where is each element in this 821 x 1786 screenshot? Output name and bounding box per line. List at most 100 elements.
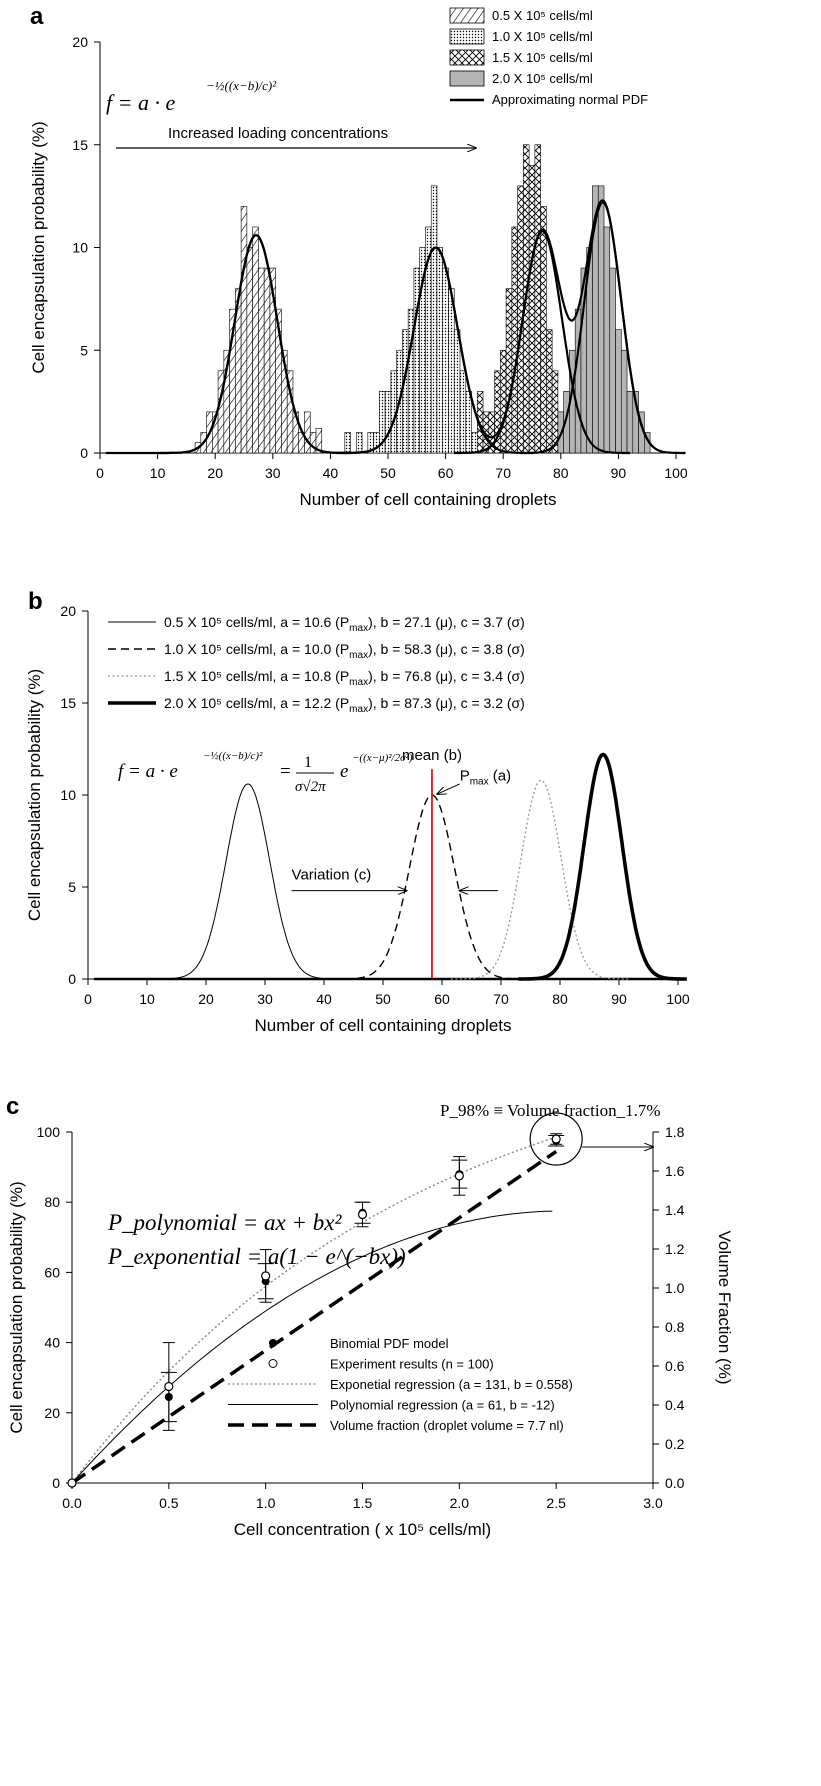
increase-arrow-label: Increased loading concentrations [168, 125, 388, 142]
y-axis-label: Cell encapsulation probability (%) [25, 669, 44, 921]
y2-tick-label: 1.0 [665, 1280, 685, 1296]
x-tick-label: 40 [316, 991, 332, 1007]
histogram-bar [344, 432, 351, 454]
x-tick-label: 40 [323, 465, 339, 481]
y-axis-label: Cell encapsulation probability (%) [29, 121, 48, 373]
y-tick-label: 15 [72, 137, 88, 153]
chart-c: c 0.0 0.5 1.0 1.5 2.0 2.5 3.0 0 20 40 60 80 100 Cell c… [6, 1093, 734, 1539]
histogram-bar [309, 432, 317, 454]
x-tick-label: 80 [553, 465, 569, 481]
x-tick-label: 50 [380, 465, 396, 481]
legend-c: Binomial PDF model Experiment results (n … [228, 1336, 573, 1433]
y-tick-label: 5 [80, 342, 88, 358]
x-axis-label: Number of cell containing droplets [299, 490, 556, 509]
y-tick-label: 0 [52, 1475, 60, 1491]
x-tick-label: 0 [96, 465, 104, 481]
y-tick-label: 10 [72, 240, 88, 256]
legend-swatch [449, 7, 485, 24]
x-axis-label: Cell concentration ( x 10⁵ cells/ml) [234, 1520, 491, 1539]
histogram-bar [511, 226, 518, 454]
y2-axis-label: Volume Fraction (%) [715, 1231, 734, 1385]
y-tick-label: 5 [68, 879, 76, 895]
histogram-bar [315, 428, 323, 454]
experiment-result-point [357, 1209, 368, 1220]
x-tick-label: 0.0 [62, 1495, 82, 1511]
x-tick-label: 100 [666, 991, 690, 1007]
x-tick-label: 20 [207, 465, 223, 481]
x-tick-label: 50 [375, 991, 391, 1007]
y-tick-label: 80 [44, 1194, 60, 1210]
y2-tick-label: 1.6 [665, 1163, 685, 1179]
formula-b-exp2: −((x−μ)²/2σ²) [352, 752, 413, 764]
legend-marker [268, 1359, 278, 1368]
y-tick-label: 20 [72, 34, 88, 50]
normal-pdf-curve-3 [454, 229, 630, 455]
histogram-bar [471, 432, 478, 454]
y-tick-label: 100 [37, 1124, 61, 1140]
histogram-series-2 [344, 185, 478, 454]
histogram-bar [453, 329, 461, 454]
y-tick-label: 60 [44, 1264, 60, 1280]
legend-label: Approximating normal PDF [492, 92, 648, 107]
formula-a: f = a · e −½((x−b)/c)² [106, 78, 277, 115]
experiment-result-point [261, 1271, 271, 1281]
x-tick-label: 100 [664, 465, 688, 481]
panel-a: a 0 10 20 30 40 50 60 70 80 90 100 0 5 10 15 20 Number of… [0, 0, 821, 585]
histogram-bar [448, 288, 455, 454]
plot-area-a: a 0 10 20 30 40 50 60 70 80 90 100 0 5 10 15 20 Number of… [29, 3, 688, 509]
histogram-bar [240, 206, 248, 454]
formula-a-main: f = a · e [106, 90, 175, 115]
histogram-bar [615, 329, 622, 454]
x-tick-label: 60 [434, 991, 450, 1007]
normal-pdf-curve-1 [160, 234, 352, 455]
legend-label: Volume fraction (droplet volume = 7.7 nl… [330, 1418, 564, 1433]
pdf-curve-1 [149, 783, 346, 980]
legend-label: 2.0 X 10⁵ cells/ml, a = 12.2 (Pmax), b =… [164, 695, 525, 715]
x-tick-label: 70 [493, 991, 509, 1007]
formula-b-exp: −½((x−b)/c)² [203, 750, 263, 762]
y-tick-label: 10 [60, 787, 76, 803]
y-tick-label: 0 [68, 971, 76, 987]
x-tick-label: 30 [257, 991, 273, 1007]
panel-label-b: b [28, 588, 43, 615]
histogram-bar [442, 267, 449, 454]
legend-a: 0.5 X 10⁵ cells/ml 1.0 X 10⁵ cells/ml 1.5 … [449, 7, 648, 107]
histogram-bar [540, 206, 547, 454]
histogram-bar [356, 432, 363, 454]
legend-label: Exponetial regression (a = 131, b = 0.55… [330, 1377, 573, 1392]
x-tick-label: 10 [139, 991, 155, 1007]
x-tick-label: 90 [611, 991, 627, 1007]
y2-tick-label: 1.8 [665, 1124, 685, 1140]
exponential-regression-curve [71, 1137, 553, 1484]
y-axis-label: Cell encapsulation probability (%) [7, 1181, 26, 1433]
normal-pdf-curve-4 [519, 201, 686, 455]
formula-b: f = a · e −½((x−b)/c)² = 1 σ√2π e −((x−μ)²/2σ²… [118, 750, 413, 795]
panel-b: b 0 10 20 30 40 50 60 70 80 90 100 0 5 10 15 20 Number of… [0, 585, 821, 1090]
histogram-series-1 [194, 206, 323, 454]
y-tick-label: 20 [44, 1405, 60, 1421]
x-tick-label: 10 [150, 465, 166, 481]
plot-area-b: b 0 10 20 30 40 50 60 70 80 90 100 0 5 10 15 20 Number of… [25, 588, 690, 1035]
legend-swatch [449, 28, 485, 45]
legend-label: 2.0 X 10⁵ cells/ml [492, 71, 593, 86]
histogram-bar [263, 267, 271, 454]
formula-polynomial: P_polynomial = ax + bx² [107, 1210, 342, 1235]
mean-label: mean (b) [402, 747, 462, 764]
legend-label: Experiment results (n = 100) [330, 1357, 494, 1372]
histogram-series-4 [557, 185, 651, 454]
panel-label-a: a [30, 3, 44, 30]
formula-exponential: P_exponential = a(1 − e^(−bx)) [107, 1244, 406, 1269]
histogram-bar [534, 144, 541, 454]
y2-tick-label: 0.2 [665, 1436, 685, 1452]
x-tick-label: 90 [611, 465, 627, 481]
panel-c: c 0.0 0.5 1.0 1.5 2.0 2.5 3.0 0 20 40 60 80 100 Cell c… [0, 1090, 821, 1786]
x-tick-label: 30 [265, 465, 281, 481]
pdf-curve-3 [450, 779, 631, 980]
pdf-curve-4 [518, 752, 687, 981]
formula-b-num: 1 [304, 754, 312, 771]
chart-b: b 0 10 20 30 40 50 60 70 80 90 100 0 5 10 15 20 Number of… [25, 588, 690, 1035]
histogram-bar [597, 185, 605, 454]
histogram-bar [402, 329, 409, 454]
y2-tick-label: 0.6 [665, 1358, 685, 1374]
legend-label: 1.0 X 10⁵ cells/ml [492, 29, 593, 44]
